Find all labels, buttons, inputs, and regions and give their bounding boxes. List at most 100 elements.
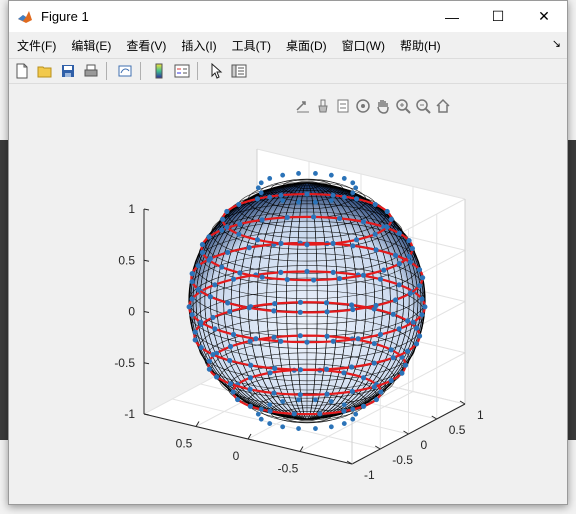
scatter-marker <box>416 267 423 273</box>
scatter-marker <box>246 245 252 251</box>
scatter-marker <box>330 338 336 344</box>
scatter-marker <box>297 299 304 305</box>
scatter-marker <box>373 247 379 253</box>
open-file-icon[interactable] <box>35 61 55 81</box>
scatter-marker <box>235 396 241 403</box>
scatter-marker <box>419 296 425 302</box>
pointer-icon[interactable] <box>206 61 226 81</box>
scatter-marker <box>278 338 284 344</box>
home-icon[interactable] <box>434 97 452 115</box>
save-icon[interactable] <box>58 61 78 81</box>
scatter-marker <box>192 329 198 335</box>
scatter-marker <box>297 392 303 398</box>
scatter-marker <box>388 216 394 222</box>
scatter-marker <box>206 358 212 364</box>
scatter-marker <box>199 249 206 256</box>
rotate-3d-icon[interactable] <box>354 97 372 115</box>
scatter-marker <box>349 388 355 395</box>
scatter-marker <box>311 214 317 220</box>
scatter-marker <box>353 196 360 202</box>
scatter-marker <box>410 319 416 325</box>
scatter-marker <box>247 338 253 344</box>
scatter-marker <box>296 397 301 403</box>
scatter-marker <box>341 176 347 181</box>
scatter-marker <box>189 279 195 285</box>
scatter-marker <box>296 426 301 431</box>
scatter-marker <box>353 411 359 417</box>
scatter-marker <box>278 269 284 275</box>
menu-window[interactable]: 窗口(W) <box>341 38 385 53</box>
scatter-marker <box>406 238 412 244</box>
plot-area[interactable]: 1 0.5 0 -0.5 -1 0.5 0 -0.5 1 0.5 0 -0.5 -1 <box>9 85 567 505</box>
close-button[interactable]: ✕ <box>538 8 550 24</box>
menu-view[interactable]: 查看(V) <box>126 38 167 53</box>
scatter-marker <box>225 300 231 306</box>
property-inspector-icon[interactable] <box>229 61 249 81</box>
legend-icon[interactable] <box>172 61 192 81</box>
print-icon[interactable] <box>81 61 101 81</box>
menu-edit[interactable]: 编辑(E) <box>71 38 112 53</box>
scatter-marker <box>304 339 310 345</box>
z-tick-label: -1 <box>124 407 135 421</box>
scatter-marker <box>255 411 261 417</box>
new-figure-icon[interactable] <box>12 61 32 81</box>
scatter-marker <box>280 172 286 178</box>
scatter-marker <box>313 397 318 403</box>
scatter-marker <box>317 411 323 417</box>
scatter-marker <box>392 252 399 258</box>
y-tick-label: 1 <box>477 408 484 422</box>
scatter-marker <box>206 257 212 263</box>
toolbar-separator <box>140 62 141 80</box>
scatter-marker <box>248 362 254 368</box>
scatter-marker <box>297 309 303 315</box>
sphere-plot[interactable]: 1 0.5 0 -0.5 -1 0.5 0 -0.5 1 0.5 0 -0.5 -1 <box>9 85 567 505</box>
scatter-marker <box>258 406 264 412</box>
scatter-marker <box>341 370 347 376</box>
x-tick-label: 0.5 <box>176 437 193 451</box>
zoom-in-icon[interactable] <box>394 97 412 115</box>
scatter-marker <box>237 221 243 227</box>
menu-insert[interactable]: 插入(I) <box>181 38 217 53</box>
minimize-button[interactable]: — <box>445 8 459 25</box>
scatter-marker <box>350 180 356 186</box>
scatter-marker <box>280 399 286 404</box>
menu-help[interactable]: 帮助(H) <box>399 38 441 53</box>
x-tick-mark <box>299 446 304 452</box>
scatter-marker <box>189 271 195 277</box>
scatter-marker <box>207 294 214 300</box>
scatter-marker <box>198 319 204 325</box>
scatter-marker <box>280 198 286 203</box>
brush-icon[interactable] <box>314 97 332 115</box>
scatter-marker <box>219 227 225 233</box>
colorbar-icon[interactable] <box>149 61 169 81</box>
z-tick-label: 1 <box>128 202 135 216</box>
scatter-marker <box>313 171 318 176</box>
pan-icon[interactable] <box>374 97 392 115</box>
maximize-button[interactable]: ☐ <box>491 8 505 24</box>
scatter-marker <box>323 366 330 372</box>
data-tips-icon[interactable] <box>334 97 352 115</box>
menu-file[interactable]: 文件(F) <box>17 38 57 53</box>
link-plot-icon[interactable] <box>115 61 135 81</box>
scatter-marker <box>323 300 330 306</box>
scatter-marker <box>330 240 336 246</box>
title-bar[interactable]: Figure 1 — ☐ ✕ <box>9 1 567 32</box>
z-tick-mark <box>143 208 150 211</box>
menu-desktop[interactable]: 桌面(D) <box>285 38 327 53</box>
scatter-marker <box>341 408 347 414</box>
scatter-marker <box>199 241 206 248</box>
scatter-marker <box>297 333 303 339</box>
scatter-marker <box>360 272 367 278</box>
scatter-marker <box>328 424 334 430</box>
y-tick-mark <box>403 430 409 435</box>
menu-tools[interactable]: 工具(T) <box>231 38 271 53</box>
export-icon[interactable] <box>294 97 312 115</box>
scatter-marker <box>254 196 261 202</box>
scatter-marker <box>378 389 384 395</box>
scatter-marker <box>227 343 234 350</box>
scatter-marker <box>388 347 394 353</box>
zoom-out-icon[interactable] <box>414 97 432 115</box>
scatter-marker <box>258 190 264 196</box>
dock-figure-icon[interactable]: ↘ <box>551 38 561 50</box>
scatter-marker <box>267 402 273 408</box>
